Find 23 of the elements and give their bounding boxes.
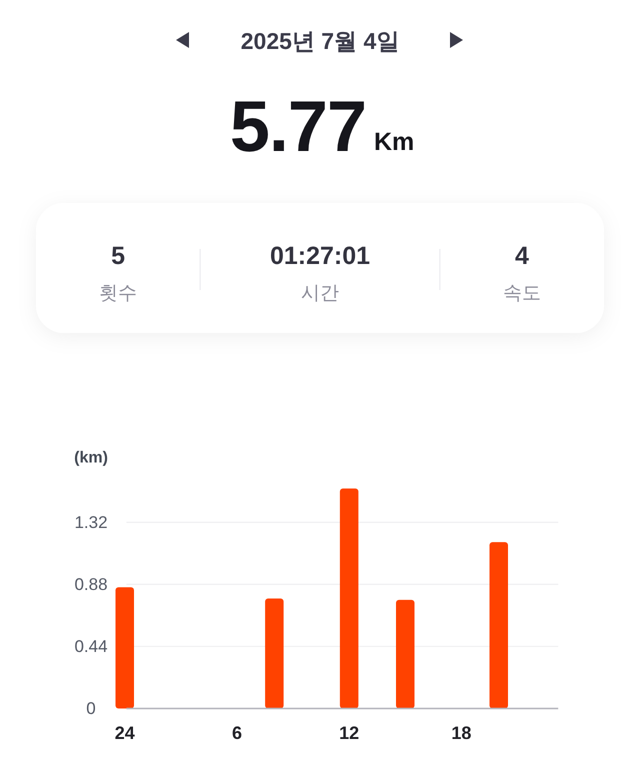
bar — [116, 587, 134, 708]
bar — [396, 600, 414, 708]
y-tick-label: 0.88 — [74, 574, 108, 594]
text: 시간 — [301, 283, 339, 304]
x-tick-label: 18 — [451, 723, 472, 743]
bar — [490, 542, 508, 708]
text: 속도 — [502, 283, 541, 304]
y-axis-title: (km) — [74, 450, 108, 466]
x-tick-label: 24 — [114, 723, 135, 743]
text: 횟수 — [99, 283, 138, 304]
text: 2025년 7월 4일 — [240, 28, 400, 54]
text: 01:27:01 — [270, 242, 370, 270]
y-tick-label: 0 — [86, 699, 96, 718]
text: 5.77 — [230, 87, 366, 167]
text: 5 — [111, 242, 126, 270]
x-tick-label: 6 — [232, 723, 242, 743]
bar — [265, 598, 284, 708]
bar — [340, 488, 358, 708]
y-tick-label: 1.32 — [74, 512, 108, 532]
text: 4 — [514, 242, 529, 270]
x-tick-label: 12 — [339, 723, 360, 743]
y-tick-label: 0.44 — [74, 636, 108, 656]
text: Km — [374, 128, 414, 156]
